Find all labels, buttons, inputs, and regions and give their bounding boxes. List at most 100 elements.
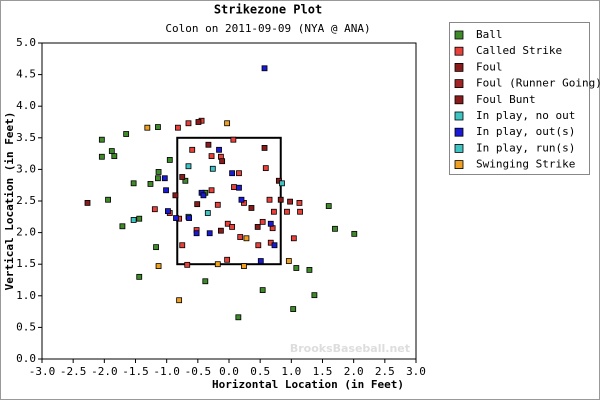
- point: [179, 174, 186, 180]
- x-axis-title: Horizontal Location (in Feet): [212, 378, 404, 391]
- plot-area: [41, 42, 417, 360]
- point: [155, 124, 161, 130]
- y-tick-label: 0.5: [16, 320, 36, 333]
- point: [108, 148, 115, 154]
- point: [161, 175, 168, 182]
- point: [219, 158, 226, 165]
- point: [238, 196, 245, 203]
- point: [297, 208, 303, 215]
- legend-swatch: [454, 79, 464, 88]
- point: [155, 169, 162, 175]
- point: [184, 261, 191, 268]
- point: [214, 201, 221, 208]
- point: [266, 196, 273, 203]
- x-tick-label: -0.5: [185, 365, 212, 378]
- legend: Ball Called Strike Foul Foul (Runner Going)…: [449, 22, 600, 175]
- point: [202, 278, 209, 285]
- point: [271, 242, 278, 249]
- legend-label: Swinging Strike: [476, 158, 575, 171]
- point: [208, 187, 215, 194]
- point: [193, 230, 200, 237]
- point: [279, 180, 285, 187]
- point: [290, 306, 297, 312]
- chart-title: Strikezone Plot: [214, 3, 322, 17]
- y-tick-label: 4.5: [16, 68, 36, 81]
- point: [241, 263, 247, 269]
- y-tick-label: 2.0: [16, 226, 36, 239]
- x-tick-label: 0.0: [219, 365, 239, 378]
- point: [155, 175, 161, 182]
- point: [136, 215, 143, 222]
- legend-label: Called Strike: [476, 44, 562, 57]
- point: [231, 184, 237, 190]
- point: [270, 208, 277, 215]
- point: [163, 187, 169, 194]
- point: [224, 256, 231, 263]
- x-tick-label: 3.0: [406, 365, 426, 378]
- point: [248, 205, 255, 211]
- point: [130, 180, 137, 187]
- point: [277, 196, 284, 203]
- y-tick-label: 0.0: [16, 352, 36, 365]
- point: [209, 165, 216, 172]
- point: [236, 184, 242, 191]
- chart-subtitle: Colon on 2011-09-09 (NYA @ ANA): [165, 22, 370, 35]
- point: [165, 208, 171, 215]
- point: [236, 170, 242, 177]
- y-tick-label: 5.0: [16, 36, 36, 49]
- legend-label: In play, run(s): [476, 141, 575, 154]
- point: [179, 242, 186, 249]
- point: [217, 227, 224, 234]
- legend-swatch: [454, 30, 464, 40]
- point: [98, 153, 105, 160]
- legend-label: Foul (Runner Going): [476, 77, 600, 90]
- point: [136, 273, 143, 280]
- point: [84, 199, 91, 206]
- legend-swatch: [454, 63, 464, 72]
- legend-label: Foul: [476, 60, 503, 73]
- point: [306, 266, 313, 273]
- legend-swatch: [454, 111, 464, 121]
- legend-label: Foul Bunt: [476, 93, 536, 106]
- point: [259, 218, 266, 225]
- legend-label: In play, no out: [476, 109, 575, 122]
- point: [153, 244, 159, 251]
- legend-label: In play, out(s): [476, 125, 575, 138]
- point: [111, 153, 118, 160]
- point: [255, 242, 262, 249]
- x-tick-label: -1.0: [153, 365, 180, 378]
- watermark: BrooksBaseball.net: [290, 342, 410, 355]
- legend-swatch: [454, 95, 464, 105]
- legend-box: [449, 22, 590, 175]
- point: [235, 314, 242, 321]
- point: [259, 287, 266, 294]
- point: [229, 170, 236, 177]
- y-tick-label: 3.5: [16, 131, 36, 144]
- point: [230, 136, 237, 143]
- point: [186, 215, 193, 221]
- point: [206, 230, 213, 237]
- point: [311, 292, 318, 299]
- point: [224, 120, 231, 127]
- point: [147, 181, 154, 187]
- point: [285, 258, 292, 264]
- point: [284, 208, 290, 215]
- point: [261, 65, 268, 72]
- point: [200, 192, 207, 199]
- point: [185, 120, 192, 127]
- x-tick-label: 0.5: [250, 365, 270, 378]
- point: [98, 136, 105, 143]
- point: [257, 258, 264, 264]
- x-tick-label: 2.5: [375, 365, 395, 378]
- y-tick-label: 1.5: [16, 257, 36, 270]
- legend-swatch: [454, 143, 464, 153]
- x-tick-label: -2.5: [60, 365, 87, 378]
- y-tick-label: 3.0: [16, 162, 36, 175]
- point: [261, 145, 268, 151]
- point: [123, 131, 130, 137]
- point: [166, 157, 173, 163]
- point: [243, 235, 250, 242]
- x-tick-label: 2.0: [344, 365, 364, 378]
- point: [229, 224, 236, 230]
